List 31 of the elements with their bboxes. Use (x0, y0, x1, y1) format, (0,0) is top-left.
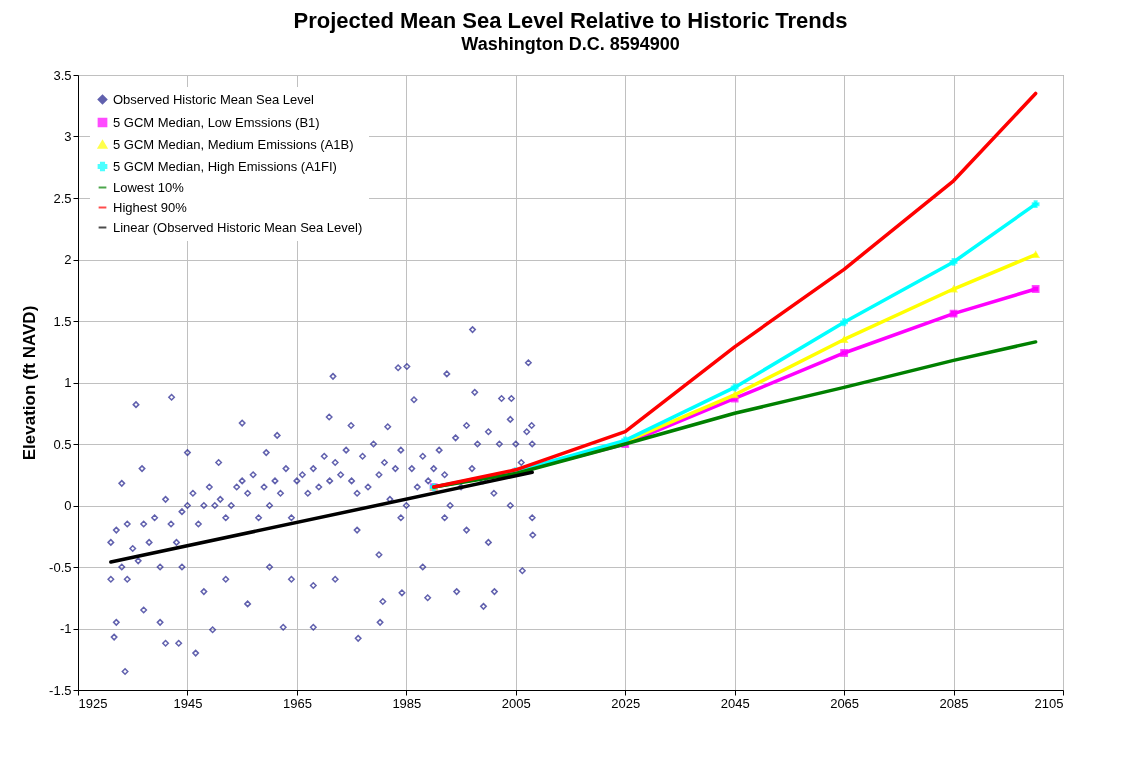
x-tick-label: 1925 (78, 695, 108, 711)
x-tick-label: 1985 (392, 695, 422, 711)
legend-label: 5 GCM Median, Medium Emissions (A1B) (113, 136, 354, 152)
x-tick-label: 2085 (939, 695, 969, 711)
chart-title: Projected Mean Sea Level Relative to Historic Trends (293, 8, 848, 33)
legend-label: 5 GCM Median, High Emissions (A1FI) (113, 158, 337, 174)
y-tick-label: -1 (59, 621, 72, 636)
y-tick-label: 1 (64, 375, 72, 390)
legend-label: Highest 90% (113, 199, 188, 215)
chart-subtitle: Washington D.C. 8594900 (461, 34, 680, 54)
x-tick-label: 2065 (830, 695, 860, 711)
legend-label: Linear (Observed Historic Mean Sea Level) (113, 219, 363, 235)
y-tick-label: 3.5 (53, 67, 72, 83)
y-tick-label: 3 (64, 129, 72, 144)
legend-label: 5 GCM Median, Low Emssions (B1) (113, 114, 320, 130)
x-tick-label: 2105 (1034, 695, 1064, 711)
legend-label: Lowest 10% (113, 179, 185, 195)
y-tick-label: 0.5 (53, 436, 72, 452)
x-tick-label: 2005 (501, 695, 531, 711)
x-tick-label: 1965 (282, 695, 312, 711)
y-tick-label: -1.5 (49, 682, 72, 698)
legend-label: Observed Historic Mean Sea Level (113, 91, 314, 107)
y-axis-title: Elevation (ft NAVD) (20, 305, 40, 461)
y-tick-label: -0.5 (49, 559, 72, 575)
x-tick-label: 2025 (611, 695, 641, 711)
y-tick-label: 2 (64, 252, 72, 267)
y-tick-label: 0 (64, 498, 72, 513)
x-tick-label: 2045 (720, 695, 750, 711)
x-tick-label: 1945 (173, 695, 203, 711)
y-tick-label: 1.5 (53, 313, 72, 329)
y-tick-label: 2.5 (53, 190, 72, 206)
